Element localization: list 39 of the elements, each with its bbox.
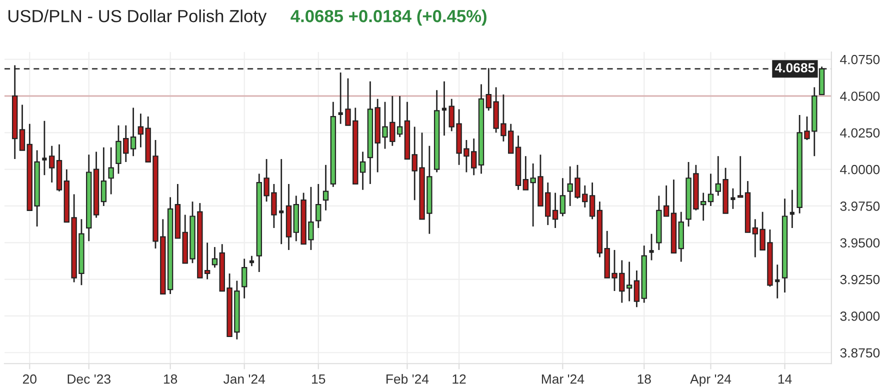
x-tick-label: 20 bbox=[22, 374, 36, 384]
candlestick bbox=[360, 151, 366, 191]
x-tick-label: Apr '24 bbox=[690, 374, 732, 386]
chart-subtitle: 4.0685 +0.0184 (+0.45%) bbox=[290, 10, 486, 26]
x-tick-label: 18 bbox=[638, 374, 651, 384]
candlestick bbox=[738, 155, 744, 198]
x-tick-label: Mar '24 bbox=[542, 374, 584, 384]
y-tick-label: 3.9750 bbox=[840, 202, 880, 211]
y-tick-label: 3.9250 bbox=[840, 274, 880, 284]
y-tick-label: 3.9000 bbox=[840, 312, 880, 321]
x-tick-label: Feb '24 bbox=[386, 374, 429, 384]
y-tick-label: 4.0750 bbox=[840, 54, 880, 64]
candlestick bbox=[100, 146, 107, 207]
ref-line-label: 4.0685 bbox=[774, 63, 815, 72]
x-tick-label: 12 bbox=[452, 374, 466, 384]
candlestick bbox=[108, 146, 114, 195]
candlestick bbox=[316, 183, 322, 229]
chart-title: USD/PLN - US Dollar Polish Zloty bbox=[8, 10, 267, 26]
x-tick-label: 18 bbox=[164, 374, 178, 384]
candlestick bbox=[634, 270, 640, 308]
y-tick-label: 3.9500 bbox=[840, 238, 880, 248]
y-tick-label: 4.0000 bbox=[840, 164, 880, 174]
candlestick bbox=[708, 173, 714, 207]
x-tick-label: 14 bbox=[778, 374, 792, 384]
y-tick-label: 3.8750 bbox=[840, 348, 880, 358]
candlestick bbox=[589, 182, 596, 220]
candlestick bbox=[49, 145, 55, 184]
candlestick bbox=[322, 164, 329, 212]
candlestick bbox=[552, 192, 558, 229]
x-tick-label: 15 bbox=[312, 374, 326, 384]
candlestick bbox=[212, 246, 218, 268]
x-tick-label: Jan '24 bbox=[223, 374, 266, 384]
candlestick bbox=[241, 258, 248, 300]
candlestick bbox=[560, 177, 566, 217]
x-tick-label: Dec '23 bbox=[68, 374, 110, 384]
y-tick-label: 4.0500 bbox=[840, 92, 880, 101]
candlestick bbox=[19, 104, 26, 151]
y-tick-label: 4.0250 bbox=[840, 128, 880, 138]
candlestick bbox=[130, 107, 136, 157]
